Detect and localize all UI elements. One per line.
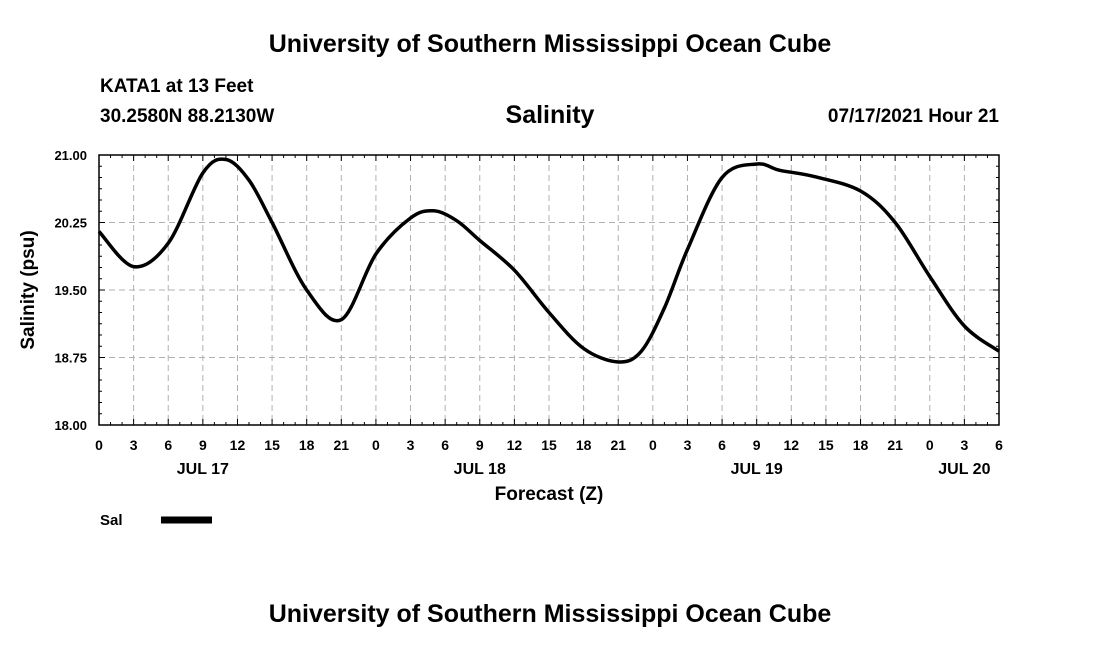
y-tick-label: 18.00 (54, 418, 87, 433)
x-tick-label: 12 (507, 437, 523, 453)
date-label: JUL 19 (731, 461, 783, 478)
x-tick-label: 15 (818, 437, 834, 453)
x-tick-label: 9 (476, 437, 484, 453)
forecast-datestamp: 07/17/2021 Hour 21 (827, 106, 999, 127)
x-tick-label: 6 (164, 437, 172, 453)
date-label: JUL 20 (938, 461, 990, 478)
x-tick-label: 18 (853, 437, 869, 453)
x-tick-label: 18 (299, 437, 315, 453)
x-tick-label: 0 (95, 437, 103, 453)
series-line-sal (97, 157, 1001, 364)
x-tick-label: 3 (130, 437, 138, 453)
y-tick-label: 18.75 (54, 351, 87, 366)
legend-label: Sal (100, 512, 123, 529)
x-tick-label: 6 (441, 437, 449, 453)
y-axis-label: Salinity (psu) (18, 230, 39, 349)
x-tick-label: 3 (960, 437, 968, 453)
top-title: University of Southern Mississippi Ocean… (268, 30, 832, 58)
x-tick-label: 0 (649, 437, 657, 453)
x-tick-label: 0 (926, 437, 934, 453)
x-tick-label: 18 (576, 437, 592, 453)
y-tick-label: 19.50 (54, 283, 87, 298)
x-tick-label: 21 (334, 437, 350, 453)
x-tick-label: 15 (541, 437, 557, 453)
x-tick-label: 3 (407, 437, 415, 453)
x-tick-label: 21 (610, 437, 626, 453)
station-name: KATA1 at 13 Feet (100, 76, 254, 97)
chart-title: Salinity (505, 101, 595, 129)
x-tick-label: 12 (230, 437, 246, 453)
date-label: JUL 18 (454, 461, 506, 478)
x-tick-label: 15 (264, 437, 280, 453)
y-tick-label: 21.00 (54, 148, 87, 163)
x-tick-label: 9 (753, 437, 761, 453)
plot-frame (98, 154, 1000, 426)
bottom-title: University of Southern Mississippi Ocean… (268, 600, 832, 628)
x-tick-label: 21 (887, 437, 903, 453)
station-coordinates: 30.2580N 88.2130W (100, 106, 275, 127)
x-tick-label: 6 (995, 437, 1003, 453)
date-label: JUL 17 (177, 461, 229, 478)
x-tick-label: 9 (199, 437, 207, 453)
x-tick-label: 3 (684, 437, 692, 453)
y-tick-label: 20.25 (54, 216, 87, 231)
x-tick-label: 0 (372, 437, 380, 453)
x-axis-label: Forecast (Z) (495, 484, 604, 505)
x-tick-label: 6 (718, 437, 726, 453)
x-tick-label: 12 (784, 437, 800, 453)
